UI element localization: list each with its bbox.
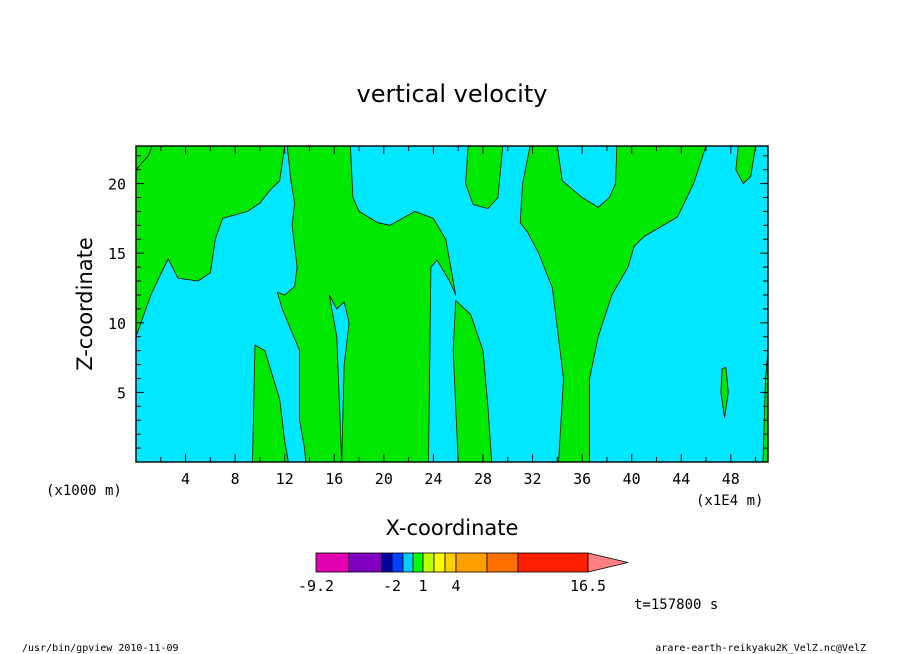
x-unit-right: (x1E4 m) — [696, 493, 763, 509]
contour-region-4 — [465, 146, 504, 210]
contour-region-6 — [720, 366, 729, 418]
colorbar-segment-11 — [517, 552, 589, 573]
y-tick-label-15: 15 — [108, 245, 126, 263]
x-unit-left: (x1000 m) — [46, 483, 122, 499]
contour-region-0 — [136, 146, 286, 338]
colorbar-segment-6 — [422, 552, 435, 573]
x-tick-label-12: 12 — [276, 470, 294, 488]
colorbar-segment-7 — [433, 552, 446, 573]
x-tick-label-8: 8 — [231, 470, 240, 488]
x-tick-label-32: 32 — [524, 470, 542, 488]
x-tick-label-24: 24 — [424, 470, 442, 488]
x-tick-label-48: 48 — [722, 470, 740, 488]
contour-region-1 — [252, 344, 289, 462]
colorbar: -9.2 -2 1 4 16.5 — [298, 552, 629, 595]
colorbar-segment-4 — [402, 552, 414, 573]
contour-region-3 — [452, 300, 493, 462]
colorbar-segment-2 — [381, 552, 393, 573]
x-tick-label-28: 28 — [474, 470, 492, 488]
contour-region-5 — [519, 146, 756, 462]
y-tick-label-5: 5 — [117, 384, 126, 402]
plot-frame — [135, 145, 769, 463]
x-tick-label-36: 36 — [573, 470, 591, 488]
x-tick-label-44: 44 — [672, 470, 690, 488]
colorbar-segment-10 — [486, 552, 519, 573]
time-label: t=157800 s — [634, 597, 718, 613]
x-tick-label-16: 16 — [325, 470, 343, 488]
colorbar-label-0: -9.2 — [298, 577, 334, 595]
colorbar-label-3: 4 — [451, 577, 460, 595]
x-axis-label: X-coordinate — [386, 516, 519, 540]
colorbar-label-2: 1 — [418, 577, 427, 595]
chart-title: vertical velocity — [357, 80, 548, 108]
colorbar-segment-9 — [455, 552, 488, 573]
contour-region-2 — [276, 146, 457, 462]
x-tick-label-20: 20 — [375, 470, 393, 488]
y-tick-label-10: 10 — [108, 315, 126, 333]
colorbar-label-4: 16.5 — [570, 577, 606, 595]
footer-right: arare-earth-reikyaku2K_VelZ.nc@VelZ — [655, 643, 866, 654]
colorbar-label-1: -2 — [383, 577, 401, 595]
colorbar-segment-5 — [412, 552, 424, 573]
y-axis-label: Z-coordinate — [73, 237, 97, 371]
colorbar-segment-3 — [391, 552, 404, 573]
colorbar-segment-1 — [348, 552, 383, 573]
colorbar-arrow — [587, 552, 629, 573]
x-tick-label-4: 4 — [181, 470, 190, 488]
footer-left: /usr/bin/gpview 2010-11-09 — [22, 643, 179, 654]
x-tick-label-40: 40 — [623, 470, 641, 488]
colorbar-segment-0 — [315, 552, 350, 573]
colorbar-segment-8 — [444, 552, 457, 573]
y-tick-label-20: 20 — [108, 176, 126, 194]
